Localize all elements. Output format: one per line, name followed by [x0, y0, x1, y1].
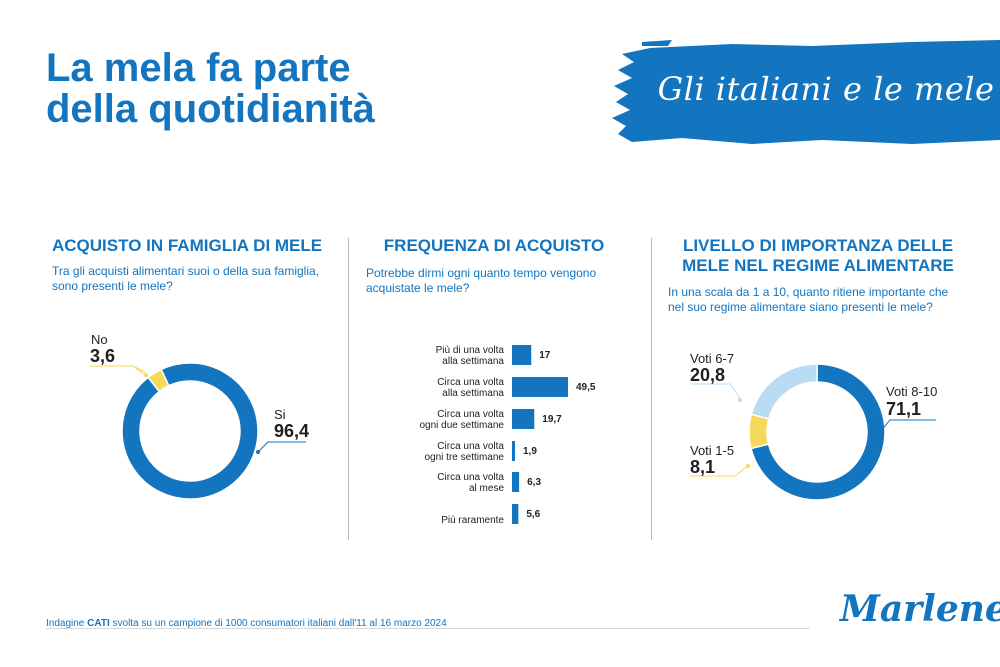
- label-si: Si: [274, 407, 286, 422]
- panel-importanza-title-line-2: MELE NEL REGIME ALIMENTARE: [682, 256, 954, 275]
- banner-brush: Gli italiani e le mele: [612, 40, 1000, 146]
- label-voti-8-10: Voti 8-10: [886, 384, 938, 399]
- donut-slice-voti-1-5: [748, 413, 770, 450]
- bar-value-3: 19,7: [542, 414, 562, 425]
- bar-label-5: Circa una volta al mese: [384, 472, 504, 494]
- bar-label-3: Circa una volta ogni due settimane: [384, 409, 504, 431]
- value-voti-8-10: 71,1: [886, 399, 922, 419]
- leader-line-si: [257, 441, 306, 453]
- column-divider-2: [651, 238, 652, 540]
- bar-chart-frequenza: 17 49,5 19,7 1,9 6,3 5,6: [512, 345, 596, 524]
- value-si: 96,4: [274, 421, 310, 441]
- bar-label-1-line-1: Più di una volta: [435, 345, 504, 356]
- bar-label-5-line-1: Circa una volta: [437, 472, 504, 483]
- bar-label-4: Circa una volta ogni tre settimane: [384, 441, 505, 463]
- panel-frequenza-title: FREQUENZA DI ACQUISTO: [383, 236, 605, 255]
- brand-logo-text: Marlene: [840, 588, 1000, 630]
- panel-importanza-question: In una scala da 1 a 10, quanto ritiene i…: [668, 285, 949, 314]
- footer-line: [46, 628, 810, 629]
- donut-slice-si: [121, 362, 259, 500]
- donut-slice-voti-8-10: [750, 363, 886, 501]
- leader-dot-15: [746, 464, 750, 468]
- page-title-line-1: La mela fa parte: [46, 46, 351, 90]
- panel-acquisto-question: Tra gli acquisti alimentari suoi o della…: [52, 264, 320, 293]
- bar-label-1-line-2: alla settimana: [442, 356, 504, 367]
- value-no: 3,6: [90, 346, 116, 366]
- bar-label-2-line-1: Circa una volta: [437, 377, 504, 388]
- bar-2: [512, 377, 568, 397]
- label-voti-1-5: Voti 1-5: [690, 443, 735, 458]
- donut-acquisto: [121, 362, 259, 500]
- value-voti-1-5: 8,1: [690, 457, 716, 477]
- panel-importanza-title: LIVELLO DI IMPORTANZA DELLE MELE NEL REG…: [668, 236, 968, 276]
- footer-bold: CATI: [87, 618, 110, 629]
- bar-value-4: 1,9: [523, 446, 537, 457]
- bar-4: [512, 441, 515, 461]
- leader-dot-67: [738, 398, 742, 402]
- bar-label-3-line-2: ogni due settimane: [419, 420, 504, 431]
- brand-logo: Marlene®: [840, 588, 1000, 630]
- leader-dot-si: [256, 450, 260, 454]
- label-voti-6-7: Voti 6-7: [690, 351, 735, 366]
- leader-line-15: [690, 465, 749, 477]
- bar-label-4-line-1: Circa una volta: [437, 441, 504, 452]
- page-title: La mela fa parte della quotidianità: [46, 48, 375, 130]
- bar-1: [512, 345, 532, 365]
- panel-acquisto-title: ACQUISTO IN FAMIGLIA DI MELE: [52, 236, 323, 255]
- bar-label-2: Circa una volta alla settimana: [384, 377, 504, 399]
- column-divider-1: [348, 238, 349, 540]
- leader-dot-no: [144, 373, 148, 377]
- bar-5: [512, 472, 520, 492]
- panel-importanza: LIVELLO DI IMPORTANZA DELLE MELE NEL REG…: [668, 236, 968, 315]
- bar-label-6-line-1: Più raramente: [441, 515, 504, 526]
- leader-dot-810: [878, 430, 882, 434]
- value-voti-6-7: 20,8: [690, 365, 726, 385]
- leader-line-67: [690, 383, 741, 399]
- panel-frequenza-question: Potrebbe dirmi ogni quanto tempo vengono…: [366, 266, 597, 295]
- brush-stroke-shape: [612, 40, 1000, 144]
- label-no: No: [91, 332, 108, 347]
- page-title-line-2: della quotidianità: [46, 87, 375, 131]
- banner-text: Gli italiani e le mele: [657, 70, 995, 108]
- footer-note: Indagine CATI svolta su un campione di 1…: [46, 618, 447, 629]
- donut-importanza: [748, 363, 886, 501]
- bar-value-2: 49,5: [576, 382, 596, 393]
- donut-slice-voti-6-7: [750, 363, 818, 420]
- bar-labels: Più di una volta alla settimana Circa un…: [384, 0, 504, 667]
- bar-label-1: Più di una volta alla settimana: [384, 345, 504, 367]
- bar-6: [512, 504, 519, 524]
- bar-label-4-line-2: ogni tre settimane: [424, 452, 505, 463]
- footer-prefix: Indagine: [46, 618, 88, 629]
- bar-label-2-line-2: alla settimana: [442, 388, 504, 399]
- bar-3: [512, 409, 535, 429]
- bar-value-6: 5,6: [526, 509, 540, 520]
- bar-label-3-line-1: Circa una volta: [437, 409, 504, 420]
- footer-rest: svolta su un campione di 1000 consumator…: [109, 618, 447, 629]
- panel-acquisto: ACQUISTO IN FAMIGLIA DI MELE Tra gli acq…: [52, 236, 342, 294]
- leader-line-810: [879, 419, 936, 433]
- leader-line-no: [134, 366, 146, 373]
- bar-label-6: Più raramente: [384, 515, 504, 526]
- bar-value-1: 17: [539, 350, 551, 361]
- bar-value-5: 6,3: [527, 477, 541, 488]
- panel-importanza-title-line-1: LIVELLO DI IMPORTANZA DELLE: [682, 236, 954, 255]
- panel-frequenza: FREQUENZA DI ACQUISTO Potrebbe dirmi ogn…: [366, 236, 646, 296]
- leader-line-no-h: [90, 365, 146, 376]
- bar-label-5-line-2: al mese: [468, 483, 504, 494]
